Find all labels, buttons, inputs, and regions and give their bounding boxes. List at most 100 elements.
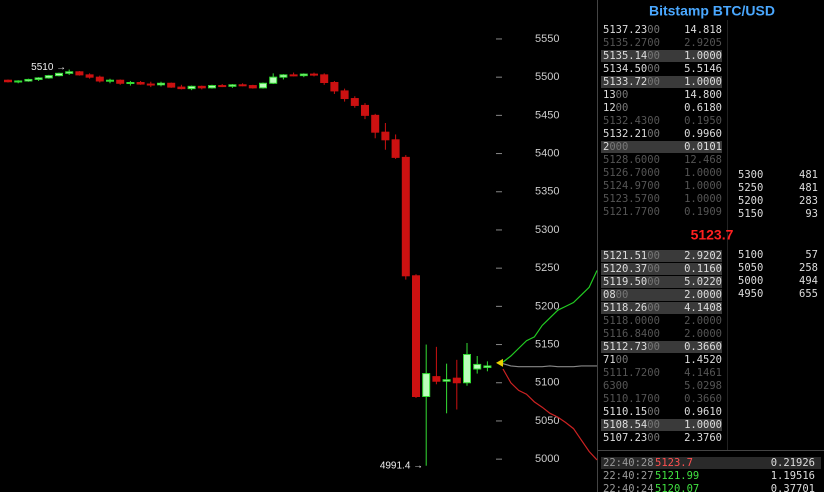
- candle-body: [75, 71, 84, 76]
- price-tail: 00: [647, 37, 660, 49]
- price-tail: 00: [647, 341, 660, 353]
- order-price: 5111.7200: [603, 367, 660, 379]
- order-size: 1.0000: [684, 193, 722, 205]
- level-size: 57: [805, 249, 818, 261]
- level-price: 5300: [738, 169, 763, 181]
- candle-body: [361, 104, 369, 116]
- row-highlight: [601, 50, 722, 62]
- trade-size: 1.19516: [771, 470, 815, 482]
- price-tail: 00: [647, 128, 660, 140]
- candle-body: [320, 74, 329, 84]
- y-tick-label: 5000: [535, 453, 559, 465]
- order-price: 5124.9700: [603, 180, 660, 192]
- price-main: 5118.26: [603, 302, 647, 314]
- trade-time: 22:40:28: [603, 457, 654, 469]
- order-size: 1.0000: [684, 50, 722, 62]
- price-tail: 00: [647, 50, 660, 62]
- candle-body: [65, 71, 74, 74]
- candle-body: [85, 74, 94, 78]
- candle-body: [177, 86, 186, 90]
- price-tail: 00: [647, 406, 660, 418]
- order-price: 5110.1500: [603, 406, 660, 418]
- order-size: 1.0000: [684, 419, 722, 431]
- order-price: 5119.5000: [603, 276, 660, 288]
- trade-price: 5123.7: [655, 457, 693, 469]
- level-price: 5100: [738, 249, 763, 261]
- order-price: 5132.4300: [603, 115, 660, 127]
- order-size: 1.0000: [684, 167, 722, 179]
- order-price: 5135.2700: [603, 37, 660, 49]
- price-main: 71: [603, 354, 616, 366]
- candle-body: [116, 79, 125, 84]
- order-price: 5107.2300: [603, 432, 660, 444]
- level-price: 5050: [738, 262, 763, 274]
- order-size: 0.3660: [684, 393, 722, 405]
- order-price: 5108.5400: [603, 419, 660, 431]
- price-tail: 00: [616, 354, 629, 366]
- candle-body: [412, 275, 420, 398]
- mid-price: 5123.7: [691, 227, 734, 243]
- title: Bitstamp BTC/USD: [649, 3, 775, 19]
- y-tick-label: 5200: [535, 300, 559, 312]
- y-tick-label: 5050: [535, 415, 559, 427]
- price-main: 63: [603, 380, 616, 392]
- order-size: 0.9610: [684, 406, 722, 418]
- row-highlight: [601, 263, 722, 275]
- candle-body: [422, 373, 431, 398]
- order-size: 0.9960: [684, 128, 722, 140]
- price-main: 5134.50: [603, 63, 647, 75]
- price-main: 5116.84: [603, 328, 647, 340]
- candle-body: [228, 84, 237, 87]
- price-tail: 000: [609, 141, 628, 153]
- candle-body: [401, 156, 410, 277]
- candle-body: [126, 82, 135, 85]
- y-tick-label: 5150: [535, 338, 559, 350]
- candle-body: [44, 75, 53, 79]
- order-size: 5.5146: [684, 63, 722, 75]
- price-main: 5118.00: [603, 315, 647, 327]
- order-size: 0.1160: [684, 263, 722, 275]
- price-main: 08: [603, 289, 616, 301]
- candle-body: [55, 72, 63, 77]
- price-tail: 00: [647, 263, 660, 275]
- price-main: 5112.73: [603, 341, 647, 353]
- candle-body: [279, 74, 288, 78]
- y-tick-label: 5400: [535, 147, 559, 159]
- row-highlight: [601, 76, 722, 88]
- candle-body: [310, 73, 318, 76]
- order-price: 5118.0000: [603, 315, 660, 327]
- level-price: 5150: [738, 208, 763, 220]
- price-main: 5108.54: [603, 419, 647, 431]
- order-price: 5134.5000: [603, 63, 660, 75]
- order-price: 5126.7000: [603, 167, 660, 179]
- price-main: 5137.23: [603, 24, 647, 36]
- candle-body: [340, 90, 349, 100]
- level-price: 5000: [738, 275, 763, 287]
- price-main: 5111.72: [603, 367, 647, 379]
- level-size: 494: [799, 275, 818, 287]
- price-tail: 00: [647, 315, 660, 327]
- price-main: 12: [603, 102, 616, 114]
- candle-body: [106, 79, 114, 82]
- y-tick-label: 5450: [535, 109, 559, 121]
- order-size: 0.6180: [684, 102, 722, 114]
- order-size: 1.0000: [684, 76, 722, 88]
- trade-size: 0.37701: [771, 483, 815, 492]
- price-tail: 00: [616, 102, 629, 114]
- candle-body: [259, 82, 267, 89]
- price-main: 5110.15: [603, 406, 647, 418]
- order-size: 2.9205: [684, 37, 722, 49]
- row-highlight: [601, 289, 722, 301]
- price-tail: 00: [647, 393, 660, 405]
- order-price: 5121.5100: [603, 250, 660, 262]
- candle-body: [269, 76, 278, 84]
- level-size: 481: [799, 182, 818, 194]
- price-tail: 00: [616, 89, 629, 101]
- price-main: 5135.27: [603, 37, 647, 49]
- order-size: 5.0298: [684, 380, 722, 392]
- candle-body: [432, 376, 441, 382]
- order-size: 2.0000: [684, 289, 722, 301]
- order-price: 2000: [603, 141, 628, 153]
- candle-body: [136, 82, 145, 85]
